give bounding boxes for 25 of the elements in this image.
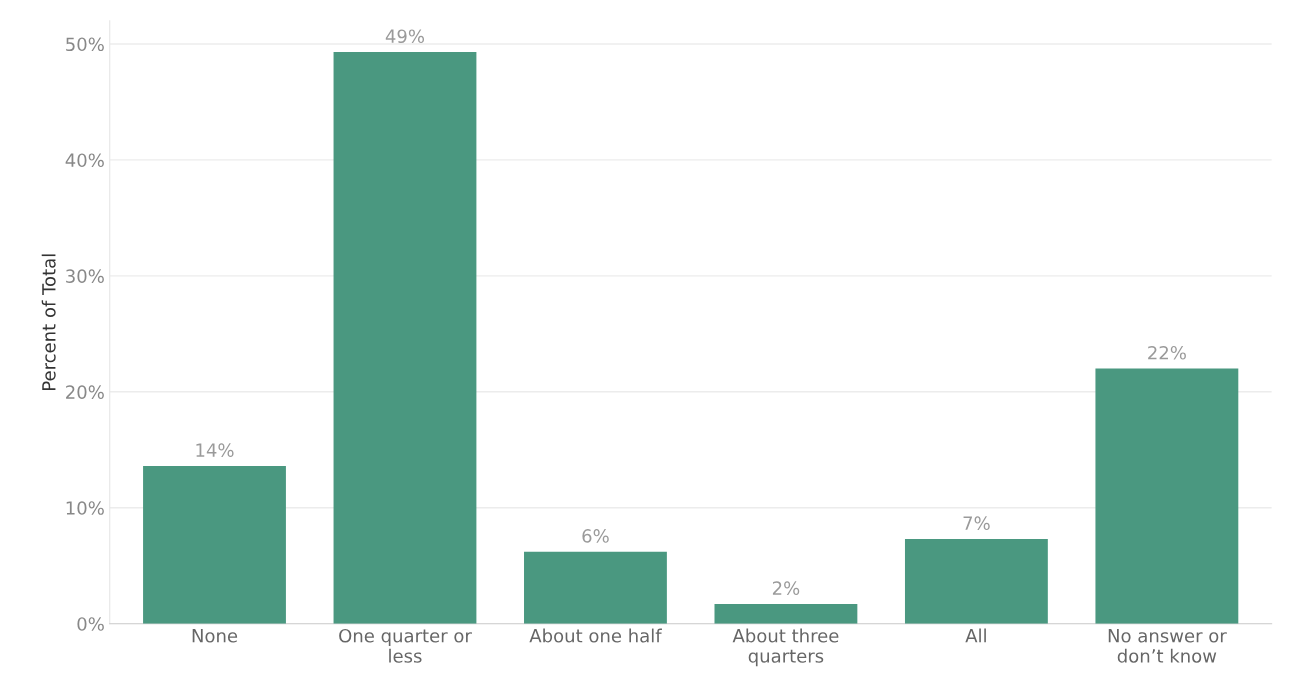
y-axis-title: Percent of Total <box>41 254 56 390</box>
bar <box>1095 368 1239 624</box>
x-tick-label: About one half <box>529 628 662 643</box>
x-tick-label: About three quarters <box>732 628 839 667</box>
x-tick-label: None <box>192 629 238 643</box>
data-label: 49% <box>385 29 425 44</box>
data-label: 22% <box>1148 345 1186 360</box>
y-tick-label: 20% <box>66 385 104 399</box>
x-tick-label: No answer or don’t know <box>1108 629 1227 663</box>
bar <box>904 539 1048 624</box>
data-label: 7% <box>963 516 990 531</box>
bar <box>714 603 858 624</box>
bar <box>333 52 477 624</box>
data-label: 14% <box>196 443 234 457</box>
y-tick-label: 40% <box>65 153 104 168</box>
bar <box>524 551 667 624</box>
y-tick-label: 0% <box>77 617 104 631</box>
y-tick-label: 10% <box>66 501 104 515</box>
data-label: 2% <box>772 581 800 595</box>
y-tick-label: 30% <box>66 269 104 283</box>
y-tick-label: 50% <box>66 37 104 52</box>
x-tick-label: One quarter or less <box>339 628 472 663</box>
bar <box>143 466 286 624</box>
x-tick-label: All <box>965 628 986 643</box>
data-label: 6% <box>582 529 609 543</box>
